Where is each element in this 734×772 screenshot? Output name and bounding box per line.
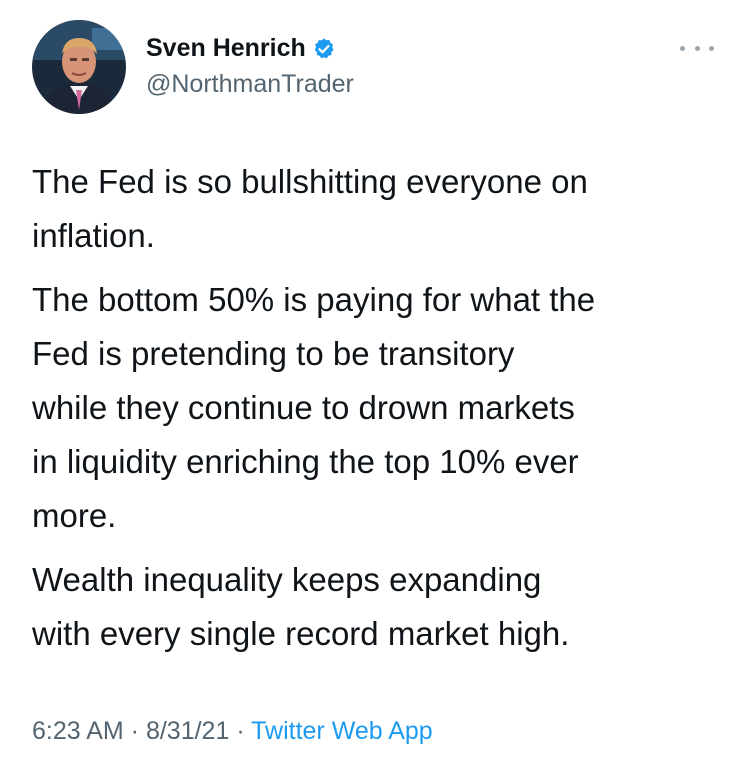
avatar[interactable] — [32, 20, 126, 114]
author-name-row: Sven Henrich — [146, 34, 336, 63]
author-display-name[interactable]: Sven Henrich — [146, 34, 306, 62]
meta-separator: · — [123, 717, 146, 745]
more-dot — [694, 45, 700, 51]
tweet-date[interactable]: 8/31/21 — [145, 717, 230, 745]
tweet-paragraph: The Fed is so bullshitting everyone on i… — [32, 163, 588, 254]
tweet-meta: 6:23 AM · 8/31/21 · Twitter Web App — [32, 717, 433, 746]
author-handle[interactable]: @NorthmanTrader — [146, 70, 354, 98]
tweet-time[interactable]: 6:23 AM — [32, 717, 124, 745]
tweet-text: The Fed is so bullshitting everyone on i… — [32, 155, 722, 671]
tweet-source-link[interactable]: Twitter Web App — [251, 717, 433, 745]
more-dot — [680, 45, 685, 51]
verified-badge-icon — [314, 38, 334, 58]
more-dot — [709, 45, 714, 51]
more-options-icon[interactable] — [680, 40, 714, 56]
tweet-paragraph: Wealth inequality keeps expanding with e… — [32, 561, 570, 652]
tweet-paragraph: The bottom 50% is paying for what the Fe… — [32, 281, 596, 534]
meta-separator: · — [229, 717, 252, 745]
avatar-image — [32, 20, 126, 114]
